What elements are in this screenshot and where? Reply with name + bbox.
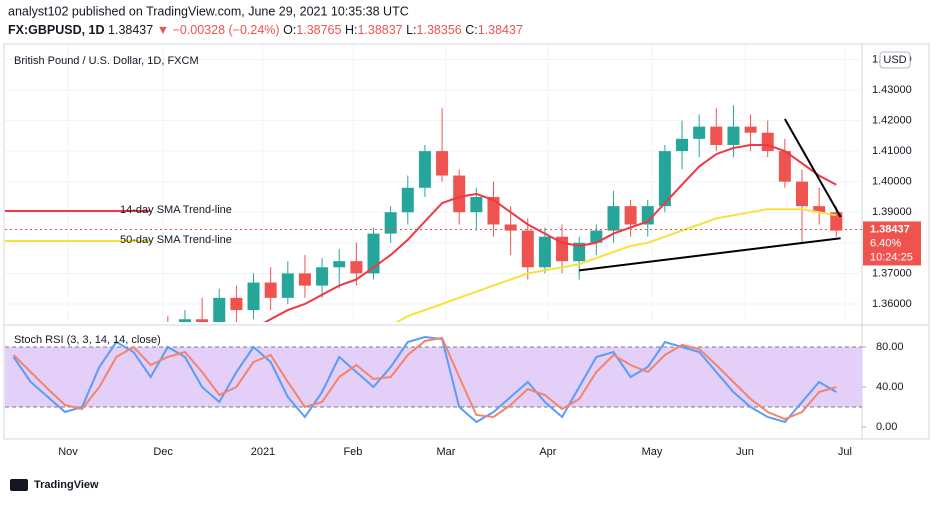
candle-body [573, 242, 586, 262]
x-tick-label: Mar [436, 446, 455, 458]
candle-body [281, 273, 294, 298]
candle-body [761, 132, 774, 152]
y-tick-label: 0.00 [876, 421, 897, 433]
candle-body [264, 282, 277, 298]
candle-body [178, 319, 191, 322]
ohlc-label: L: [406, 23, 416, 37]
ohlc-value: 1.38437 [478, 23, 523, 37]
price-badge [863, 221, 921, 266]
change: ▼ −0.00328 (−0.24%) [157, 23, 280, 37]
candle-body [796, 181, 809, 207]
y-tick-label: 1.37000 [872, 267, 912, 279]
candle-body [367, 233, 380, 274]
candle-body [778, 151, 791, 182]
currency-badge [879, 51, 911, 69]
candle-body [744, 126, 757, 133]
trend-line [784, 118, 842, 218]
trend-line [579, 237, 841, 272]
legend-label: 50-day SMA Trend-line [120, 234, 232, 246]
candle-body [813, 206, 826, 213]
x-tick-label: May [642, 446, 663, 458]
candle-body [470, 196, 483, 213]
ohlc-value: 1.38356 [417, 23, 462, 37]
series-line [12, 335, 837, 424]
candle-body [693, 126, 706, 139]
y-tick-label: 80.00 [876, 341, 904, 353]
candle-body [538, 236, 551, 268]
series-line [263, 144, 837, 322]
stoch-pane [5, 335, 862, 424]
price: 1.38437 [108, 23, 153, 37]
y-tick-label: 1.40000 [872, 176, 912, 188]
ohlc-label: H: [345, 23, 358, 37]
candle-body [727, 126, 740, 145]
candle-body [830, 212, 843, 231]
candle-body [316, 267, 329, 286]
ohlc-label: C: [465, 23, 478, 37]
footer: TradingView [34, 479, 99, 491]
band-fill [5, 347, 862, 407]
x-tick-label: Apr [539, 446, 556, 458]
candle-body [333, 261, 346, 268]
pane-title: Stoch RSI (3, 3, 14, 14, close) [14, 334, 161, 346]
candle-body [658, 151, 671, 207]
y-tick-label: 40.00 [876, 381, 904, 393]
currency: USD [883, 54, 906, 66]
price-badge-text: 10:24:25 [870, 251, 913, 263]
logo-mark [10, 479, 28, 491]
y-tick-label: 1.39000 [872, 206, 912, 218]
series-line [12, 336, 837, 421]
x-tick-label: Jul [838, 446, 852, 458]
candle-body [436, 151, 449, 176]
symbol: FX:GBPUSD, 1D [8, 23, 105, 37]
candle-body [350, 261, 363, 274]
x-tick-label: Feb [343, 446, 362, 458]
candle-body [401, 187, 414, 213]
candle-body [710, 126, 723, 145]
candle-body [676, 138, 689, 152]
y-tick-label: 1.43000 [872, 84, 912, 96]
y-tick-label: 1.42000 [872, 114, 912, 126]
candle-body [196, 319, 209, 322]
candle-body [624, 206, 637, 225]
x-tick-label: Dec [153, 446, 173, 458]
ohlc-value: 1.38765 [296, 23, 341, 37]
candle-body [521, 230, 534, 268]
ohlc-value: 1.38837 [357, 23, 402, 37]
legend-label: 14-day SMA Trend-line [120, 204, 232, 216]
pane-title: British Pound / U.S. Dollar, 1D, FXCM [14, 55, 199, 67]
symbol-line: FX:GBPUSD, 1D 1.38437 ▼ −0.00328 (−0.24%… [8, 23, 523, 37]
ohlc-label: O: [283, 23, 296, 37]
candle-body [607, 206, 620, 231]
candle-body [418, 151, 431, 188]
y-tick-label: 1.36000 [872, 298, 912, 310]
overlay: analyst102 published on TradingView.com,… [5, 4, 921, 491]
series-line [394, 208, 837, 322]
candle-body [230, 297, 243, 311]
candle-body [641, 206, 654, 225]
candle-body [247, 282, 260, 311]
x-tick-label: 2021 [251, 446, 275, 458]
price-pane [5, 45, 862, 322]
candle-body [298, 273, 311, 286]
candle-body [590, 230, 603, 243]
price-badge-text: 1.38437 [870, 223, 910, 235]
x-tick-label: Jun [736, 446, 754, 458]
candle-body [213, 297, 226, 322]
candle-body [453, 175, 466, 213]
publisher: analyst102 published on TradingView.com,… [8, 4, 409, 18]
y-tick-label: 1.41000 [872, 145, 912, 157]
candle-body [487, 196, 500, 225]
candle-body [384, 212, 397, 234]
candle-body [504, 224, 517, 231]
x-tick-label: Nov [58, 446, 78, 458]
price-badge-text: 6.40% [870, 237, 901, 249]
